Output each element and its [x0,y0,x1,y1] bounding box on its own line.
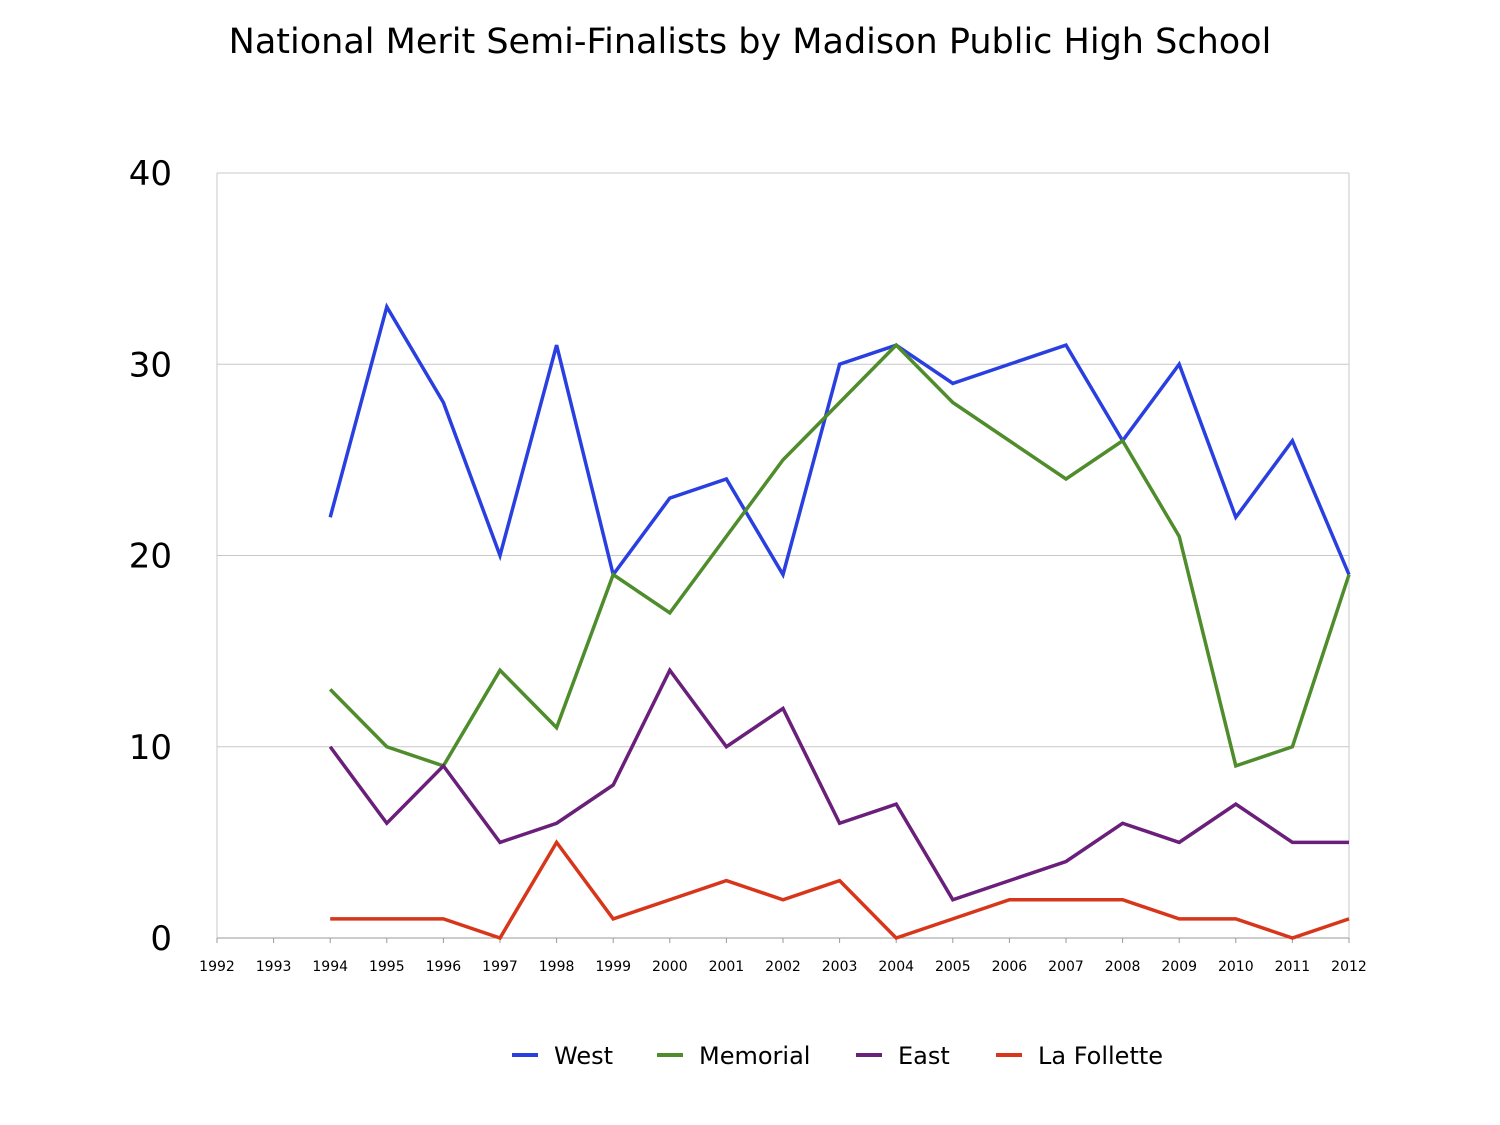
y-tick-label: 30 [129,345,172,385]
y-axis-ticks: 0 10 20 30 40 [129,154,172,959]
series-line-la-follette [330,839,1350,941]
chart-title: National Merit Semi-Finalists by Madison… [228,22,1272,62]
x-tick-label: 2011 [1275,959,1311,975]
legend-label-la-follette: La Follette [1038,1042,1163,1070]
x-tick-label: 1992 [199,959,235,975]
x-tick-label: 2004 [878,959,914,975]
x-tick-label: 1999 [595,959,631,975]
series-line-west [328,302,1351,580]
x-tick-label: 1996 [426,959,462,975]
y-tick-label: 40 [129,154,172,194]
x-tick-label: 2006 [992,959,1028,975]
y-tick-label: 0 [150,919,172,959]
series-lines [328,302,1351,941]
x-tick-label: 2005 [935,959,971,975]
series-line-memorial [328,342,1351,769]
x-tick-label: 1994 [312,959,348,975]
x-tick-label: 1993 [256,959,292,975]
x-tick-label: 2000 [652,959,688,975]
y-tick-label: 10 [129,728,172,768]
x-tick-label: 2012 [1331,959,1367,975]
x-tick-label: 2007 [1048,959,1084,975]
x-tick-label: 2009 [1161,959,1197,975]
x-tick-label: 2003 [822,959,858,975]
x-tick-label: 1995 [369,959,405,975]
grid [216,172,1350,943]
x-tick-label: 1997 [482,959,518,975]
y-tick-label: 20 [129,537,172,577]
legend-label-east: East [898,1042,950,1070]
x-axis-ticks: 1992 1993 1994 1995 1996 1997 1998 1999 2000 2001… [199,959,1367,975]
legend-label-west: West [554,1042,613,1070]
legend-label-memorial: Memorial [699,1042,810,1070]
x-tick-label: 2008 [1105,959,1141,975]
x-tick-label: 1998 [539,959,575,975]
series-line-east [328,666,1349,902]
legend: West Memorial East La Follette [512,1042,1163,1070]
x-tick-label: 2002 [765,959,801,975]
x-tick-label: 2001 [709,959,745,975]
x-tick-label: 2010 [1218,959,1254,975]
